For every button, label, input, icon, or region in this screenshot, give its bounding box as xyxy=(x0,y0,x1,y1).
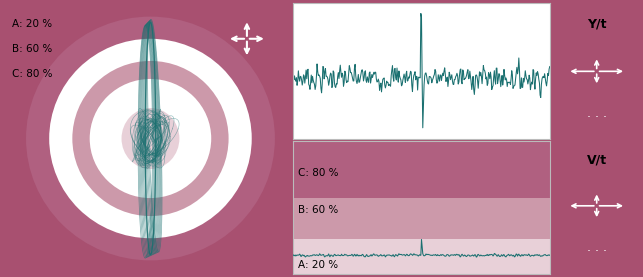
Bar xyxy=(293,198,550,238)
Ellipse shape xyxy=(90,79,211,198)
Text: · · ·: · · · xyxy=(586,111,607,124)
Text: C: 80 %: C: 80 % xyxy=(12,69,52,79)
Text: B: 60 %: B: 60 % xyxy=(12,44,52,54)
Ellipse shape xyxy=(50,39,252,238)
Text: A: 20 %: A: 20 % xyxy=(298,260,338,270)
Text: B: 60 %: B: 60 % xyxy=(298,206,338,216)
Text: A: 20 %: A: 20 % xyxy=(12,19,51,29)
Ellipse shape xyxy=(72,61,229,216)
Bar xyxy=(293,238,550,274)
Ellipse shape xyxy=(26,17,275,260)
Ellipse shape xyxy=(122,108,179,169)
Text: V/t: V/t xyxy=(586,153,607,166)
Bar xyxy=(293,141,550,198)
Text: C: 80 %: C: 80 % xyxy=(298,168,338,178)
Text: · · ·: · · · xyxy=(586,245,607,258)
Text: Y/t: Y/t xyxy=(587,18,606,31)
